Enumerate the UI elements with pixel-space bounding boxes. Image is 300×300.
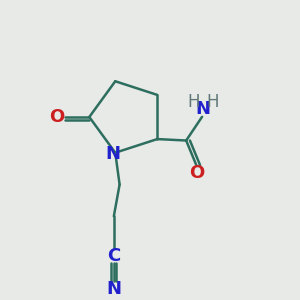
Text: O: O	[49, 108, 64, 126]
Text: N: N	[195, 100, 210, 118]
Text: C: C	[107, 247, 121, 265]
Text: O: O	[189, 164, 204, 182]
Text: H: H	[188, 93, 200, 111]
Text: N: N	[106, 280, 121, 298]
Text: N: N	[106, 145, 121, 163]
Text: H: H	[207, 93, 219, 111]
